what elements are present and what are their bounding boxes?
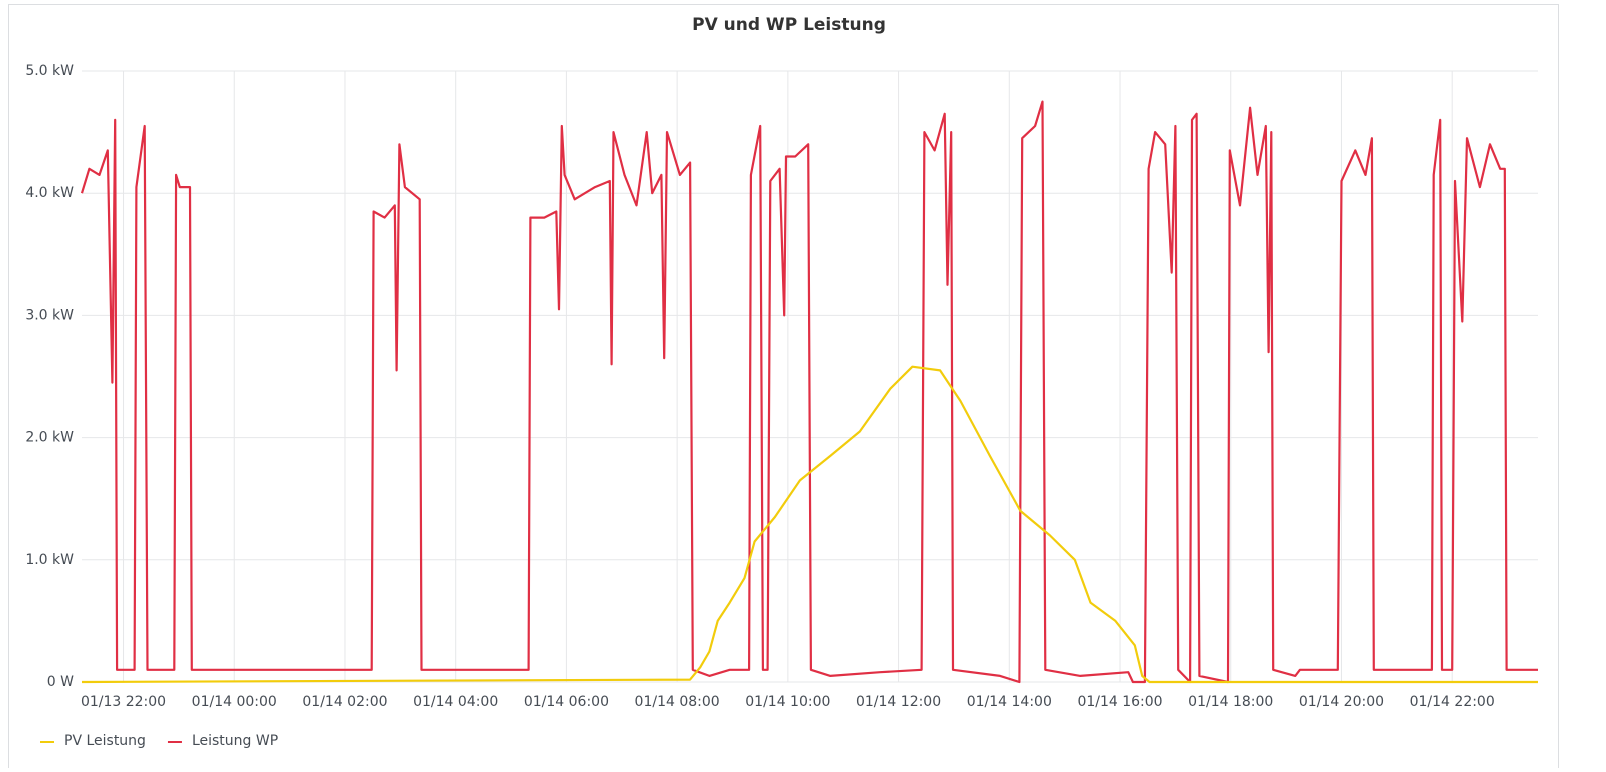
y-tick-label: 4.0 kW (25, 185, 74, 201)
x-tick-label: 01/14 08:00 (635, 694, 720, 710)
y-tick-label: 1.0 kW (25, 552, 74, 568)
x-tick-label: 01/14 04:00 (413, 694, 498, 710)
panel-border (8, 4, 1559, 772)
x-tick-label: 01/14 22:00 (1410, 694, 1495, 710)
x-tick-label: 01/14 00:00 (192, 694, 277, 710)
x-tick-label: 01/13 22:00 (81, 694, 166, 710)
x-tick-label: 01/14 18:00 (1188, 694, 1273, 710)
y-tick-label: 2.0 kW (25, 430, 74, 446)
x-tick-label: 01/14 14:00 (967, 694, 1052, 710)
x-tick-label: 01/14 06:00 (524, 694, 609, 710)
y-tick-label: 5.0 kW (25, 63, 74, 79)
series-line (80, 100, 1538, 684)
chart-title: PV und WP Leistung (692, 15, 886, 35)
legend-label: Leistung WP (192, 733, 278, 749)
x-tick-label: 01/14 02:00 (302, 694, 387, 710)
y-tick-label: 0 W (47, 674, 74, 690)
series-line (81, 365, 1538, 684)
x-tick-label: 01/14 12:00 (856, 694, 941, 710)
x-tick-label: 01/14 20:00 (1299, 694, 1384, 710)
x-tick-label: 01/14 10:00 (745, 694, 830, 710)
legend-label: PV Leistung (64, 733, 146, 749)
x-tick-label: 01/14 16:00 (1077, 694, 1162, 710)
y-tick-label: 3.0 kW (25, 307, 74, 323)
